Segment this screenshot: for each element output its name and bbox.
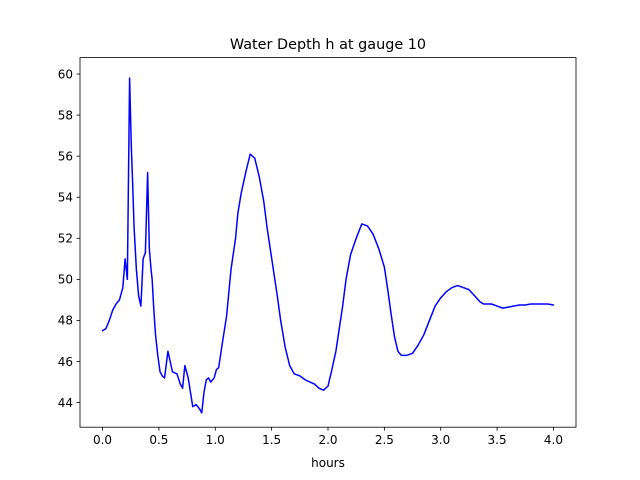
x-tick-label: 0.0 xyxy=(93,433,112,447)
y-tick-label: 44 xyxy=(58,396,73,410)
y-axis: 44 46 48 50 52 54 56 58 60 xyxy=(58,67,80,410)
y-tick-label: 50 xyxy=(58,273,73,287)
y-tick-label: 58 xyxy=(58,108,73,122)
x-tick-label: 3.5 xyxy=(488,433,507,447)
x-tick-label: 0.5 xyxy=(149,433,168,447)
x-tick-label: 1.0 xyxy=(206,433,225,447)
y-tick-label: 52 xyxy=(58,232,73,246)
plot-area xyxy=(101,77,555,414)
x-axis-label: hours xyxy=(311,456,345,470)
y-tick-label: 54 xyxy=(58,191,73,205)
x-tick-label: 1.5 xyxy=(262,433,281,447)
axes-frame xyxy=(79,57,577,428)
x-tick-label: 2.0 xyxy=(318,433,337,447)
y-tick-label: 56 xyxy=(58,149,73,163)
x-tick-label: 3.0 xyxy=(431,433,450,447)
y-tick-label: 48 xyxy=(58,314,73,328)
chart-title: Water Depth h at gauge 10 xyxy=(230,37,426,53)
x-axis: 0.0 0.5 1.0 1.5 2.0 2.5 3.0 3.5 4.0 xyxy=(93,427,563,447)
y-tick-label: 60 xyxy=(58,67,73,81)
y-tick-label: 46 xyxy=(58,355,73,369)
series-line xyxy=(101,77,555,414)
x-tick-label: 2.5 xyxy=(375,433,394,447)
x-tick-label: 4.0 xyxy=(544,433,563,447)
